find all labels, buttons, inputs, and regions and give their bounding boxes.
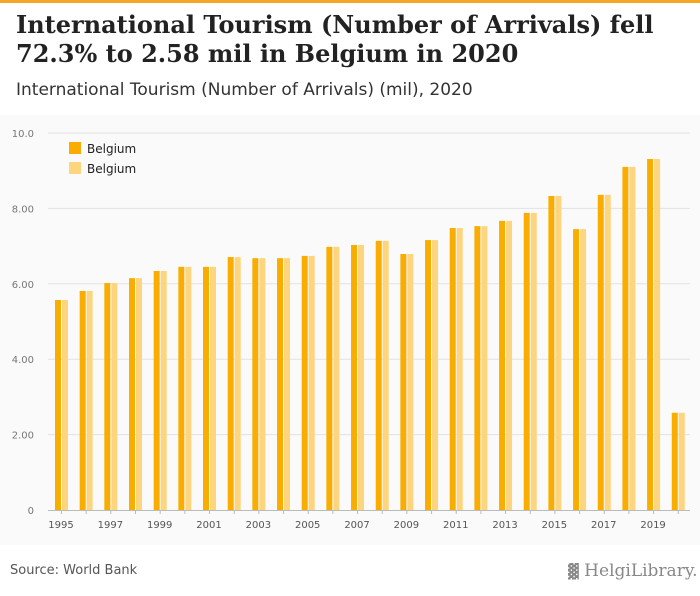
bar-2006-series-2 bbox=[333, 246, 340, 510]
y-tick-label: 2.00 bbox=[12, 431, 34, 442]
bar-2014-series-2 bbox=[530, 212, 537, 510]
bar-2018-series-1 bbox=[622, 166, 629, 510]
y-tick-label: 8.00 bbox=[12, 204, 34, 215]
bar-2013-series-2 bbox=[506, 220, 513, 510]
bar-2019-series-1 bbox=[647, 159, 654, 510]
bar-2001-series-1 bbox=[203, 266, 210, 510]
x-tick-label: 2003 bbox=[246, 520, 271, 531]
bar-2009-series-1 bbox=[400, 254, 407, 510]
chart-subtitle: International Tourism (Number of Arrival… bbox=[16, 80, 473, 100]
bar-2018-series-2 bbox=[629, 166, 636, 510]
bar-1998-series-1 bbox=[129, 278, 136, 510]
bar-2006-series-1 bbox=[326, 246, 333, 510]
bar-2010-series-1 bbox=[425, 240, 432, 510]
x-tick-label: 2001 bbox=[196, 520, 221, 531]
bar-2007-series-2 bbox=[358, 244, 365, 510]
bar-2003-series-1 bbox=[252, 258, 259, 510]
chart-title: International Tourism (Number of Arrival… bbox=[16, 10, 654, 68]
x-tick-label: 2007 bbox=[344, 520, 369, 531]
bar-2002-series-2 bbox=[234, 257, 241, 510]
bar-2016-series-2 bbox=[580, 229, 587, 510]
bar-2011-series-2 bbox=[456, 228, 463, 510]
legend-label-2: Belgium bbox=[87, 162, 136, 176]
bar-1995-series-2 bbox=[62, 300, 68, 510]
y-tick-label: 4.00 bbox=[12, 355, 34, 366]
bar-2009-series-2 bbox=[407, 254, 414, 510]
helgi-library-logo: ▓ HelgiLibrary. bbox=[568, 561, 698, 581]
bar-2004-series-1 bbox=[277, 258, 284, 510]
bar-2011-series-1 bbox=[449, 228, 456, 510]
bar-1997-series-2 bbox=[111, 283, 118, 510]
bar-2005-series-1 bbox=[301, 255, 308, 510]
bar-2002-series-1 bbox=[227, 257, 234, 510]
bar-2019-series-2 bbox=[654, 159, 661, 510]
bar-1999-series-1 bbox=[153, 270, 160, 510]
x-tick-label: 2011 bbox=[443, 520, 468, 531]
x-tick-label: 1999 bbox=[147, 520, 172, 531]
bar-2016-series-1 bbox=[573, 229, 580, 510]
x-tick-label: 2017 bbox=[591, 520, 616, 531]
bar-2015-series-2 bbox=[555, 195, 562, 511]
x-tick-label: 2005 bbox=[295, 520, 320, 531]
x-tick-label: 1997 bbox=[98, 520, 123, 531]
x-tick-label: 1995 bbox=[48, 520, 73, 531]
bar-2013-series-1 bbox=[499, 220, 506, 510]
bar-2000-series-1 bbox=[178, 266, 185, 510]
bar-2017-series-1 bbox=[597, 194, 604, 510]
x-tick-label: 2019 bbox=[640, 520, 665, 531]
bar-2004-series-2 bbox=[284, 258, 291, 510]
source-note: Source: World Bank bbox=[10, 563, 138, 578]
bar-1995-series-1 bbox=[55, 300, 61, 510]
bar-2003-series-2 bbox=[259, 258, 266, 510]
bar-2000-series-2 bbox=[185, 266, 192, 510]
bar-1998-series-2 bbox=[136, 278, 143, 510]
x-tick-label: 2009 bbox=[394, 520, 419, 531]
x-tick-label: 2015 bbox=[542, 520, 567, 531]
bar-1997-series-1 bbox=[104, 283, 111, 510]
bar-1996-series-2 bbox=[86, 290, 93, 510]
bar-1999-series-2 bbox=[160, 270, 167, 510]
bar-1996-series-1 bbox=[79, 290, 86, 510]
bar-2007-series-1 bbox=[351, 244, 358, 510]
bar-2008-series-1 bbox=[375, 240, 382, 510]
bar-2005-series-2 bbox=[308, 255, 315, 510]
bar-2012-series-1 bbox=[474, 226, 481, 510]
bar-2012-series-2 bbox=[481, 226, 488, 510]
y-tick-label: 10.0 bbox=[12, 129, 34, 140]
y-tick-label: 6.00 bbox=[12, 280, 34, 291]
legend-swatch-1 bbox=[69, 142, 81, 154]
x-tick-label: 2013 bbox=[492, 520, 517, 531]
bar-2001-series-2 bbox=[210, 266, 217, 510]
top-accent-line bbox=[0, 0, 700, 3]
bar-2014-series-1 bbox=[523, 212, 530, 510]
bar-2020-series-2 bbox=[678, 412, 685, 510]
legend-label-1: Belgium bbox=[87, 142, 136, 156]
bar-2015-series-1 bbox=[548, 195, 555, 511]
y-tick-label: 0 bbox=[28, 506, 34, 517]
bar-2010-series-2 bbox=[432, 240, 439, 510]
legend-swatch-2 bbox=[69, 162, 81, 174]
bar-2017-series-2 bbox=[604, 194, 611, 510]
bar-2008-series-2 bbox=[382, 240, 389, 510]
bar-2020-series-1 bbox=[671, 412, 678, 510]
